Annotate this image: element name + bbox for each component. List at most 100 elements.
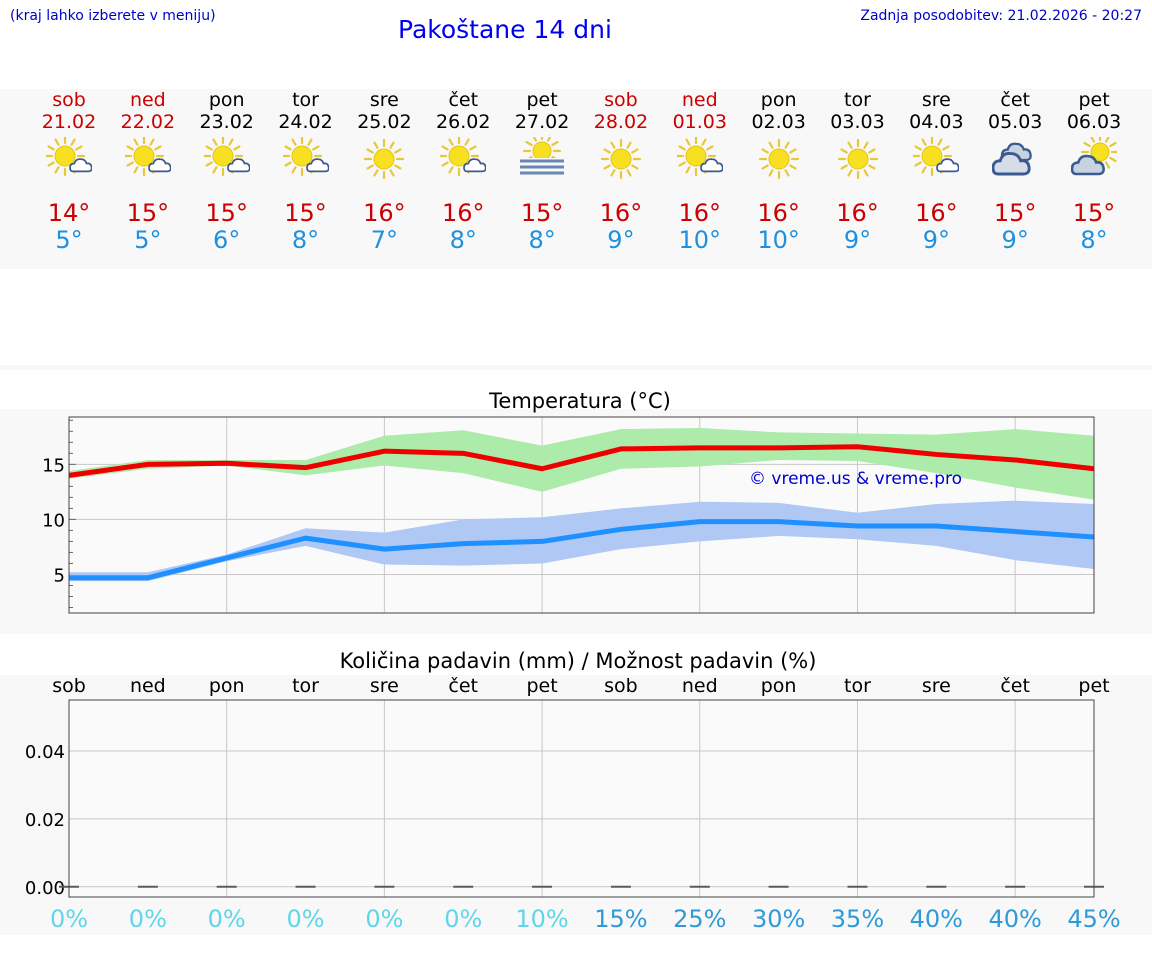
precipitation-chart: Količina padavin (mm) / Možnost padavin … — [25, 649, 1121, 933]
min-range-band — [69, 500, 1094, 582]
temperature-chart-title: Temperatura (°C) — [488, 389, 671, 413]
min-temperature: 5° — [55, 226, 83, 254]
day-date: 27.02 — [514, 111, 570, 133]
max-temperature: 16° — [441, 199, 485, 227]
x-category-label: pon — [209, 675, 245, 697]
day-date: 06.03 — [1066, 111, 1122, 133]
max-temperature: 15° — [520, 199, 564, 227]
plot-area — [69, 700, 1094, 897]
sun-cloud-icon — [440, 137, 487, 177]
min-temperature: 9° — [1001, 226, 1029, 254]
day-date: 03.03 — [830, 111, 885, 133]
day-date: 22.02 — [120, 111, 176, 133]
x-category-label: čet — [448, 675, 478, 697]
day-name: pet — [526, 89, 558, 111]
max-temperature: 16° — [599, 199, 643, 227]
day-name: ned — [681, 89, 718, 111]
x-category-label: pet — [526, 675, 557, 697]
precip-probability: 0% — [365, 905, 403, 933]
max-temperature: 15° — [126, 199, 170, 227]
sun-icon — [600, 138, 642, 180]
precip-probability: 25% — [673, 905, 726, 933]
day-date: 01.03 — [672, 111, 727, 133]
x-category-label: tor — [292, 675, 319, 697]
plot-frame — [68, 416, 1095, 614]
day-name: ned — [129, 89, 166, 111]
precip-probability: 0% — [50, 905, 88, 933]
min-temperature: 8° — [291, 226, 320, 254]
x-category-label: čet — [1000, 675, 1030, 697]
min-temperature: 10° — [678, 226, 722, 254]
day-name: čet — [448, 89, 479, 111]
precip-probability: 35% — [831, 905, 884, 933]
day-name: sob — [604, 89, 638, 111]
precip-probability: 40% — [988, 905, 1041, 933]
precip-probability: 40% — [910, 905, 963, 933]
x-category-label: sre — [370, 675, 399, 697]
day-name: pon — [760, 89, 797, 111]
x-category-label: sre — [922, 675, 951, 697]
min-temperature: 8° — [449, 226, 477, 254]
page-title: Pakoštane 14 dni — [398, 15, 612, 44]
min-temperature: 8° — [528, 226, 556, 254]
sun-fog-icon — [519, 137, 566, 181]
min-temperature: 7° — [370, 226, 399, 254]
day-name: čet — [1000, 89, 1030, 111]
precip-probability: 10% — [515, 905, 568, 933]
last-updated: Zadnja posodobitev: 21.02.2026 - 20:27 — [860, 8, 1142, 24]
y-tick-label: 0.02 — [25, 810, 65, 831]
precip-probability: 0% — [286, 905, 324, 933]
min-temperature: 9° — [922, 226, 950, 254]
sun-cloud-icon — [203, 137, 250, 177]
x-category-label: ned — [682, 675, 718, 697]
temperature-chart: Temperatura (°C) 5 10 15 © vreme.us & vreme.… — [42, 389, 1095, 614]
day-forecast-row: sob 21.02 14° 5° ned 22.02 15° 5° pon 23.02 15° 6° t… — [0, 89, 1152, 269]
day-date: 21.02 — [41, 111, 97, 133]
max-temperature: 15° — [205, 199, 248, 227]
min-temperature: 9° — [843, 226, 872, 254]
precip-probability: 0% — [444, 905, 482, 933]
day-date: 25.02 — [357, 111, 412, 133]
max-temperature: 15° — [993, 199, 1037, 227]
day-name: pon — [208, 89, 245, 111]
menu-hint: (kraj lahko izberete v meniju) — [10, 8, 216, 24]
x-category-label: sob — [604, 675, 638, 697]
day-date: 02.03 — [751, 111, 806, 133]
day-name: sre — [369, 89, 399, 111]
y-tick-label: 10 — [42, 510, 65, 531]
forecast-band — [0, 89, 1152, 269]
x-category-label: tor — [844, 675, 871, 697]
max-temperature: 16° — [678, 199, 722, 227]
precip-probability: 15% — [594, 905, 647, 933]
min-temperature: 10° — [757, 226, 800, 254]
clouds-icon — [992, 142, 1032, 176]
watermark: © vreme.us & vreme.pro — [749, 469, 962, 489]
max-temperature: 16° — [915, 199, 958, 227]
y-tick-label: 0.00 — [25, 878, 65, 899]
min-temperature: 5° — [134, 226, 162, 254]
precip-probability: 30% — [752, 905, 805, 933]
max-temperature: 16° — [836, 199, 879, 227]
y-tick-label: 5 — [54, 565, 65, 586]
day-date: 24.02 — [278, 111, 333, 133]
precipitation-chart-title: Količina padavin (mm) / Možnost padavin … — [340, 649, 817, 673]
day-date: 04.03 — [909, 111, 964, 133]
precip-probability: 0% — [129, 905, 167, 933]
day-name: pet — [1078, 89, 1110, 111]
sun-cloud-icon — [124, 137, 171, 177]
sun-icon — [364, 138, 405, 180]
sun-cloud-icon — [46, 137, 92, 177]
plot-frame — [68, 699, 1095, 898]
day-name: sre — [921, 89, 951, 111]
day-name: tor — [292, 89, 319, 111]
day-date: 23.02 — [199, 111, 254, 133]
min-temperature: 6° — [213, 226, 241, 254]
max-temperature: 15° — [284, 199, 327, 227]
separator-band — [0, 365, 1152, 370]
sun-icon — [758, 138, 799, 180]
x-category-label: pet — [1078, 675, 1109, 697]
max-temperature: 16° — [757, 199, 800, 227]
min-temperature: 8° — [1080, 226, 1108, 254]
max-temperature: 14° — [47, 199, 91, 227]
sun-icon — [837, 138, 878, 180]
